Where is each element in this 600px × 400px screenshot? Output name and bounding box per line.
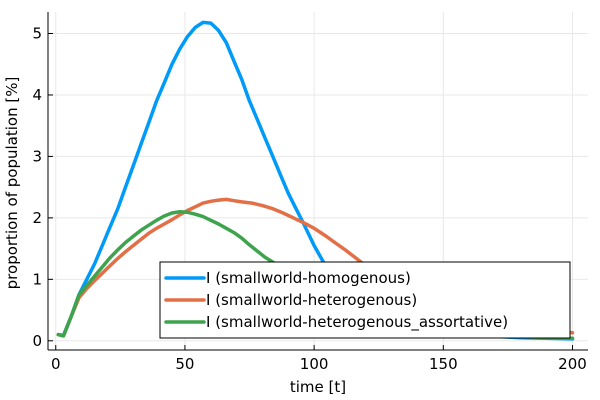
legend-box	[159, 261, 571, 339]
x-tick-label: 150	[429, 355, 458, 373]
y-tick-label: 5	[32, 25, 42, 43]
y-tick-label: 4	[32, 86, 42, 104]
legend-label-1: I (smallworld-homogenous)	[206, 269, 411, 287]
axes	[47, 12, 588, 351]
x-axis-label: time [t]	[290, 378, 346, 396]
y-tick-label: 2	[32, 209, 42, 227]
y-axis-ticks: 0 1 2 3 4 5	[32, 25, 53, 350]
legend-label-2: I (smallworld-heterogenous)	[206, 291, 417, 309]
legend: I (smallworld-homogenous) I (smallworld-h…	[159, 261, 571, 339]
y-tick-label: 0	[32, 332, 42, 350]
legend-label-3: I (smallworld-heterogenous_assortative)	[206, 313, 508, 332]
y-tick-label: 1	[32, 270, 42, 288]
y-tick-label: 3	[32, 147, 42, 165]
x-tick-label: 200	[558, 355, 587, 373]
x-tick-label: 0	[51, 355, 61, 373]
x-axis-ticks: 0 50 100 150 200	[51, 345, 587, 373]
x-tick-label: 100	[300, 355, 329, 373]
y-axis-label: proportion of population [%]	[3, 77, 21, 290]
x-tick-label: 50	[175, 355, 194, 373]
